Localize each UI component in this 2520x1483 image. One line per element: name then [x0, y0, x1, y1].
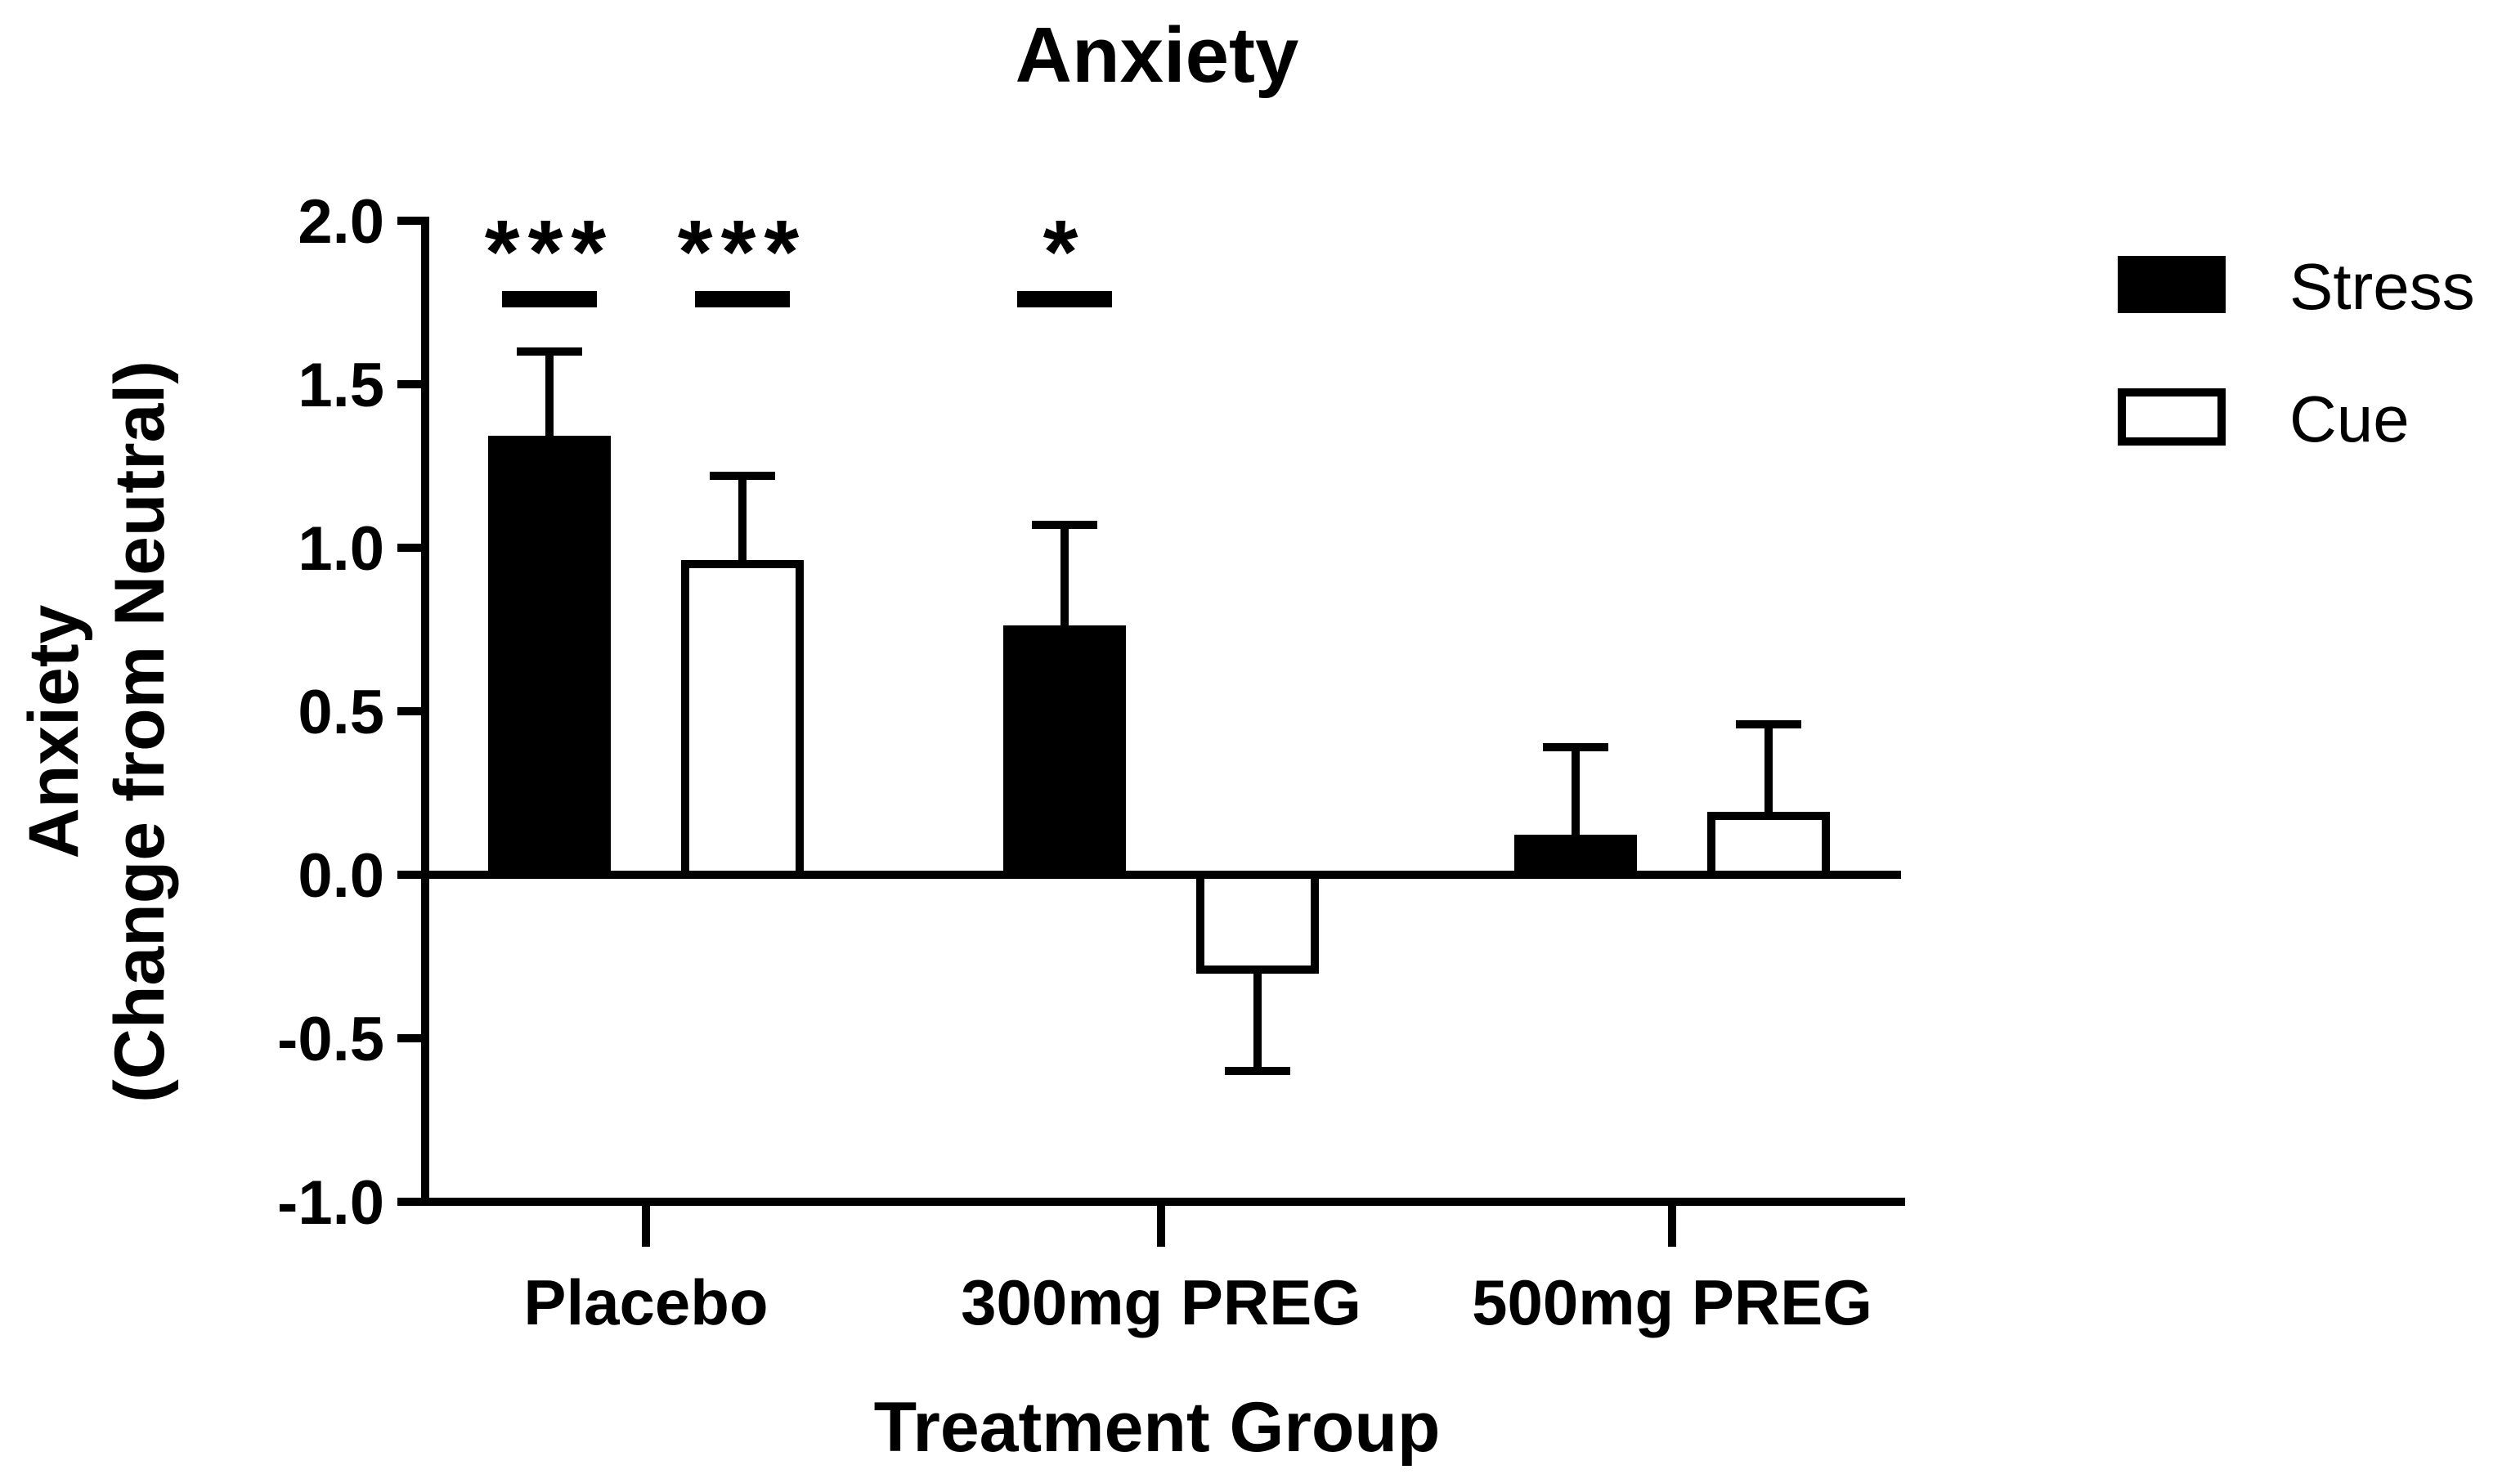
y-tick-label: 1.5 — [298, 351, 384, 420]
bar-stress — [488, 436, 611, 879]
legend-swatch-stress — [2118, 256, 2226, 313]
y-ticks: 2.0 1.5 1.0 0.5 0.0 -0.5 -1.0 — [277, 187, 425, 1238]
legend-label-stress: Stress — [2289, 250, 2475, 323]
bars — [488, 436, 1830, 974]
x-tick-label: 300mg PREG — [961, 1266, 1361, 1338]
axes — [421, 217, 1905, 1206]
y-axis-label: Anxiety (Change from Neutral) — [15, 361, 179, 1103]
y-axis-label-line2: (Change from Neutral) — [101, 361, 179, 1103]
significance-marks: *** *** * — [485, 202, 1112, 307]
legend: Stress Cue — [2118, 250, 2475, 455]
significance-label: * — [1043, 202, 1087, 302]
bar-stress — [1003, 625, 1126, 879]
legend-label-cue: Cue — [2289, 383, 2410, 455]
bar-cue — [1707, 812, 1830, 879]
legend-swatch-cue — [2118, 388, 2226, 446]
y-tick-label: -0.5 — [277, 1005, 384, 1074]
y-tick-label: -1.0 — [277, 1168, 384, 1238]
x-axis-label: Treatment Group — [874, 1388, 1441, 1467]
bar-stress — [1514, 835, 1637, 879]
x-ticks: Placebo 300mg PREG 500mg PREG — [523, 1202, 1872, 1338]
bar-cue — [1196, 871, 1319, 974]
y-tick-label: 1.0 — [298, 514, 384, 584]
bar-cue — [681, 560, 804, 879]
y-tick-label: 0.5 — [298, 678, 384, 747]
chart-title: Anxiety — [1016, 11, 1299, 99]
x-tick-label: Placebo — [523, 1266, 768, 1338]
error-bars — [517, 347, 1801, 1075]
x-tick-label: 500mg PREG — [1472, 1266, 1872, 1338]
significance-label: *** — [678, 202, 807, 302]
y-tick-label: 0.0 — [298, 841, 384, 911]
significance-label: *** — [485, 202, 614, 302]
y-axis-label-line1: Anxiety — [15, 605, 93, 859]
y-tick-label: 2.0 — [298, 187, 384, 257]
